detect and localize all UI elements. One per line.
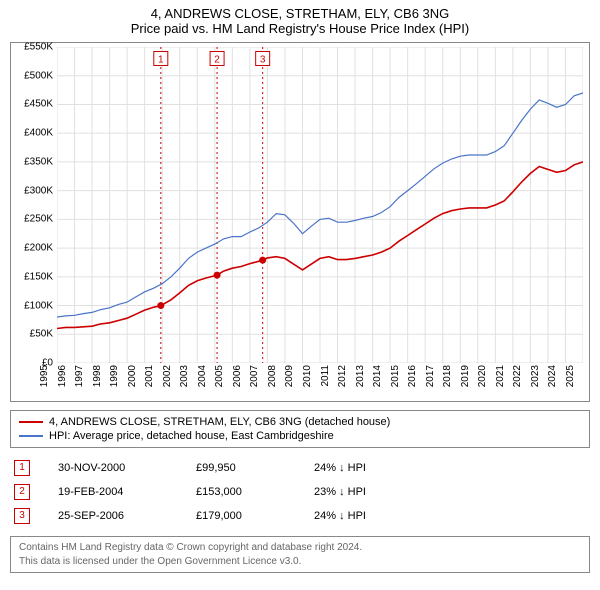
chart-box: £0£50K£100K£150K£200K£250K£300K£350K£400… bbox=[10, 42, 590, 402]
attribution-line: Contains HM Land Registry data © Crown c… bbox=[19, 541, 581, 555]
y-axis-labels: £0£50K£100K£150K£200K£250K£300K£350K£400… bbox=[11, 47, 55, 361]
y-tick-label: £550K bbox=[24, 42, 53, 53]
legend-row: 4, ANDREWS CLOSE, STRETHAM, ELY, CB6 3NG… bbox=[19, 415, 581, 429]
sale-price: £99,950 bbox=[196, 462, 286, 474]
sale-price: £153,000 bbox=[196, 486, 286, 498]
sale-marker-icon: 1 bbox=[14, 460, 30, 476]
legend: 4, ANDREWS CLOSE, STRETHAM, ELY, CB6 3NG… bbox=[10, 410, 590, 448]
svg-text:2: 2 bbox=[214, 54, 220, 65]
sale-date: 30-NOV-2000 bbox=[58, 462, 168, 474]
y-tick-label: £100K bbox=[24, 300, 53, 311]
chart-subtitle: Price paid vs. HM Land Registry's House … bbox=[10, 21, 590, 36]
x-tick-label: 2025 bbox=[565, 365, 600, 387]
sale-row: 1 30-NOV-2000 £99,950 24% ↓ HPI bbox=[10, 456, 590, 480]
sale-row: 3 25-SEP-2006 £179,000 24% ↓ HPI bbox=[10, 504, 590, 528]
legend-swatch bbox=[19, 421, 43, 423]
legend-swatch bbox=[19, 435, 43, 437]
y-tick-label: £150K bbox=[24, 271, 53, 282]
chart-container: 4, ANDREWS CLOSE, STRETHAM, ELY, CB6 3NG… bbox=[0, 0, 600, 581]
sales-table: 1 30-NOV-2000 £99,950 24% ↓ HPI 2 19-FEB-2004… bbox=[10, 456, 590, 528]
sale-price: £179,000 bbox=[196, 510, 286, 522]
svg-text:3: 3 bbox=[260, 54, 266, 65]
legend-label: HPI: Average price, detached house, East… bbox=[49, 430, 334, 442]
legend-label: 4, ANDREWS CLOSE, STRETHAM, ELY, CB6 3NG… bbox=[49, 416, 390, 428]
y-tick-label: £200K bbox=[24, 243, 53, 254]
attribution: Contains HM Land Registry data © Crown c… bbox=[10, 536, 590, 573]
y-tick-label: £50K bbox=[30, 329, 53, 340]
sale-row: 2 19-FEB-2004 £153,000 23% ↓ HPI bbox=[10, 480, 590, 504]
sale-diff: 24% ↓ HPI bbox=[314, 510, 424, 522]
sale-marker-icon: 3 bbox=[14, 508, 30, 524]
sale-diff: 23% ↓ HPI bbox=[314, 486, 424, 498]
sale-marker-icon: 2 bbox=[14, 484, 30, 500]
chart-title: 4, ANDREWS CLOSE, STRETHAM, ELY, CB6 3NG bbox=[10, 6, 590, 21]
y-tick-label: £250K bbox=[24, 214, 53, 225]
sale-diff: 24% ↓ HPI bbox=[314, 462, 424, 474]
y-tick-label: £450K bbox=[24, 99, 53, 110]
plot-area: 1 2 3 bbox=[57, 47, 581, 361]
x-axis-labels: 1995199619971998199920002001200220032004… bbox=[57, 363, 581, 401]
plot-svg: 1 2 3 bbox=[57, 47, 583, 363]
sale-date: 19-FEB-2004 bbox=[58, 486, 168, 498]
sale-date: 25-SEP-2006 bbox=[58, 510, 168, 522]
y-tick-label: £400K bbox=[24, 128, 53, 139]
y-tick-label: £300K bbox=[24, 185, 53, 196]
y-tick-label: £350K bbox=[24, 156, 53, 167]
attribution-line: This data is licensed under the Open Gov… bbox=[19, 555, 581, 569]
legend-row: HPI: Average price, detached house, East… bbox=[19, 429, 581, 443]
y-tick-label: £500K bbox=[24, 70, 53, 81]
svg-text:1: 1 bbox=[158, 54, 164, 65]
